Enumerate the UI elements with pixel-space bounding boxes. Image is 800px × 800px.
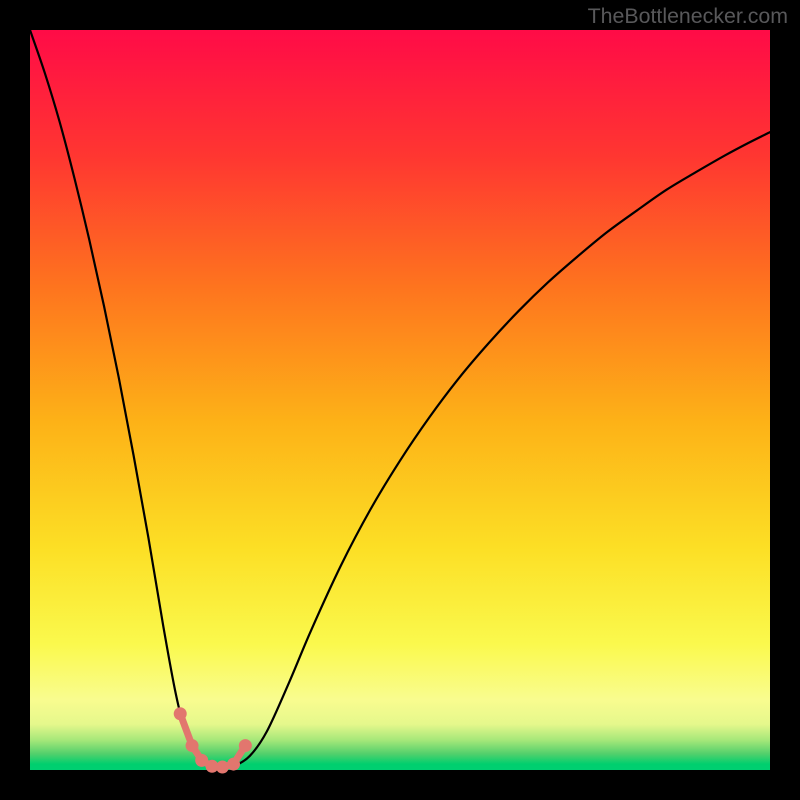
- minimum-dot: [186, 739, 199, 752]
- bottleneck-chart-svg: [0, 0, 800, 800]
- watermark-text: TheBottlenecker.com: [588, 4, 788, 29]
- minimum-dot: [216, 761, 229, 774]
- minimum-dot: [239, 739, 252, 752]
- plot-background: [30, 30, 770, 770]
- chart-frame: TheBottlenecker.com: [0, 0, 800, 800]
- minimum-dot: [227, 758, 240, 771]
- minimum-dot: [174, 707, 187, 720]
